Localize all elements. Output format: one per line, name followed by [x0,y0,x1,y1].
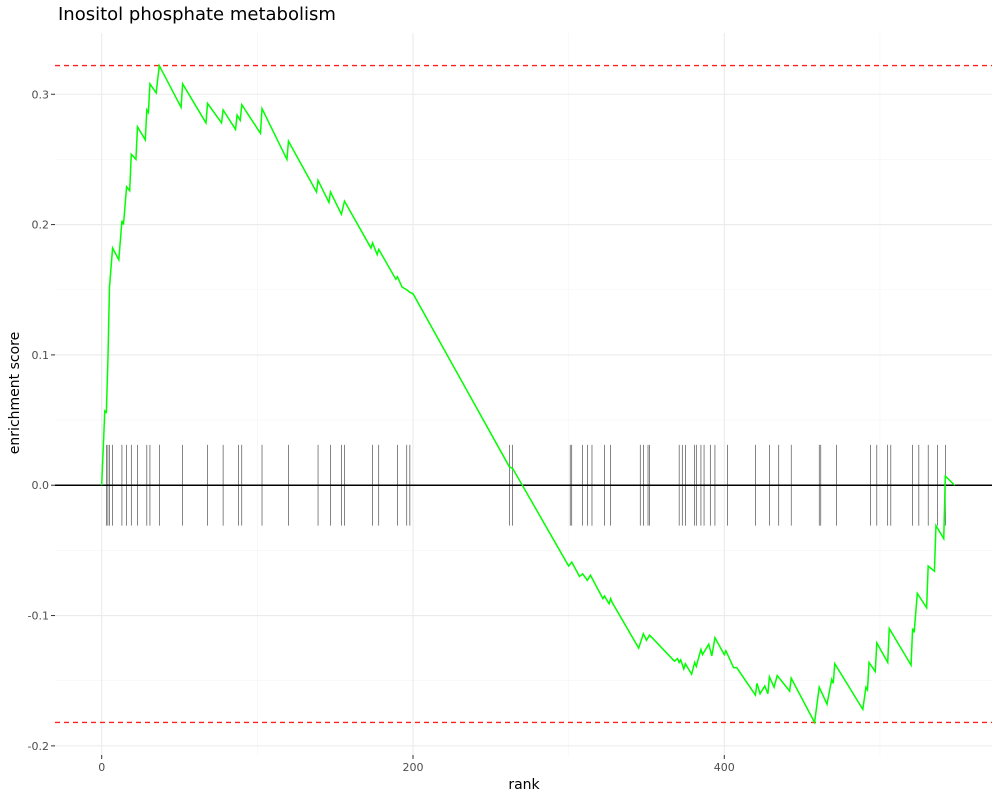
grid-lines [55,33,992,755]
x-axis-title: rank [508,777,540,793]
y-tick-label: 0.3 [32,88,50,101]
x-axis-ticks: 0 200 400 [98,755,735,774]
y-tick-label: -0.1 [28,610,49,623]
x-tick-label: 400 [714,761,735,774]
y-axis-ticks: -0.2 -0.1 0.0 0.1 0.2 0.3 [28,88,55,753]
y-tick-label: 0.2 [32,219,50,232]
y-tick-label: -0.2 [28,740,49,753]
y-tick-label: 0.0 [32,479,50,492]
y-tick-label: 0.1 [32,349,50,362]
chart-title: Inositol phosphate metabolism [58,4,336,25]
y-axis-title: enrichment score [7,332,23,454]
enrichment-score-line [100,63,956,725]
x-tick-label: 0 [98,761,105,774]
x-tick-label: 200 [402,761,423,774]
